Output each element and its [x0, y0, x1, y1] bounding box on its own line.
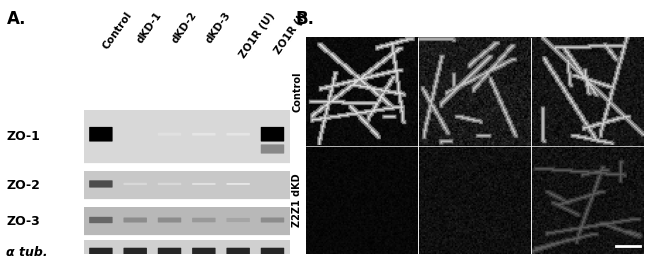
- Text: ZO-2: ZO-2: [456, 8, 493, 22]
- Text: ZO-2: ZO-2: [6, 179, 40, 192]
- FancyBboxPatch shape: [226, 133, 250, 135]
- FancyBboxPatch shape: [261, 127, 284, 142]
- FancyBboxPatch shape: [158, 248, 181, 255]
- Text: ZO1R (I): ZO1R (I): [272, 10, 309, 56]
- FancyBboxPatch shape: [158, 133, 181, 136]
- FancyBboxPatch shape: [158, 218, 181, 222]
- FancyBboxPatch shape: [89, 248, 112, 255]
- Text: dKD-1: dKD-1: [135, 10, 164, 45]
- FancyBboxPatch shape: [192, 133, 216, 135]
- Text: B.: B.: [295, 10, 315, 28]
- FancyBboxPatch shape: [89, 127, 112, 142]
- Text: α tub.: α tub.: [6, 246, 48, 259]
- Bar: [84, 170, 290, 200]
- FancyBboxPatch shape: [89, 217, 112, 223]
- FancyBboxPatch shape: [226, 218, 250, 222]
- FancyBboxPatch shape: [261, 218, 284, 222]
- Text: dKD-3: dKD-3: [204, 10, 233, 45]
- Text: ZO-3: ZO-3: [6, 215, 40, 228]
- FancyBboxPatch shape: [261, 248, 284, 255]
- Text: Control: Control: [292, 71, 302, 112]
- Text: A.: A.: [6, 10, 26, 28]
- FancyBboxPatch shape: [261, 145, 284, 154]
- FancyBboxPatch shape: [192, 218, 216, 222]
- Text: ZO1R (U): ZO1R (U): [238, 10, 277, 60]
- FancyBboxPatch shape: [124, 248, 147, 255]
- Bar: [306, 38, 644, 254]
- Text: Control: Control: [101, 10, 134, 51]
- FancyBboxPatch shape: [124, 183, 147, 185]
- FancyBboxPatch shape: [89, 180, 112, 188]
- Text: ZO-3: ZO-3: [568, 8, 606, 22]
- FancyBboxPatch shape: [158, 183, 181, 185]
- Text: ZO-1: ZO-1: [343, 8, 381, 22]
- FancyBboxPatch shape: [226, 183, 250, 185]
- FancyBboxPatch shape: [124, 218, 147, 222]
- Text: Z2Z1 dKD: Z2Z1 dKD: [292, 173, 302, 227]
- FancyBboxPatch shape: [192, 248, 216, 255]
- Bar: [84, 240, 290, 259]
- FancyBboxPatch shape: [124, 133, 147, 136]
- Text: ZO-1: ZO-1: [6, 131, 40, 143]
- Bar: [84, 207, 290, 236]
- FancyBboxPatch shape: [226, 248, 250, 255]
- Bar: [84, 110, 290, 164]
- FancyBboxPatch shape: [192, 183, 216, 185]
- Text: dKD-2: dKD-2: [170, 10, 198, 45]
